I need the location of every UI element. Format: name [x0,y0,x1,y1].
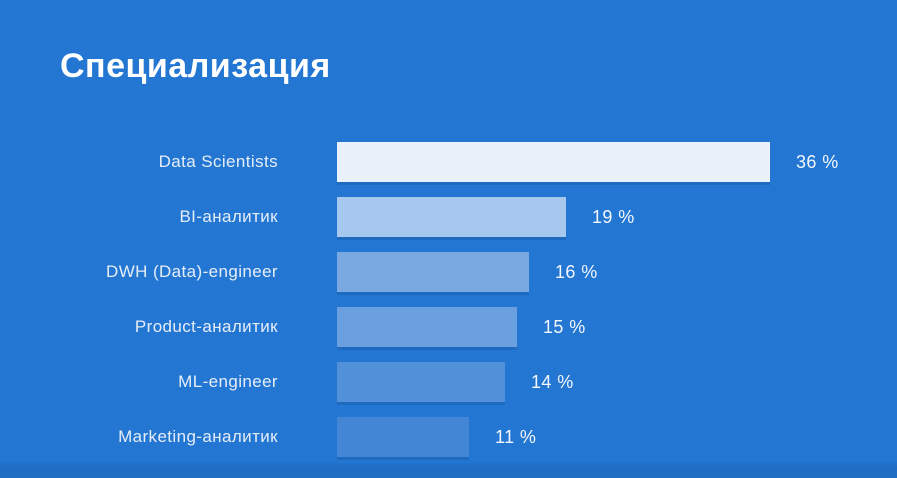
bar[interactable] [337,362,505,402]
bar-area: 36 % [337,142,839,182]
category-label: ML-engineer [178,372,278,391]
category-label: DWH (Data)-engineer [106,262,278,281]
category-label: Product-аналитик [134,317,278,336]
value-label: 11 % [495,426,537,447]
value-label: 15 % [543,316,586,337]
value-label: 14 % [531,371,574,392]
chart-title: Специализация [60,47,331,85]
bar[interactable] [337,197,566,237]
chart-row: DWH (Data)-engineer 16 % [0,252,897,292]
category-label: BI-аналитик [179,207,278,226]
bar-area: 19 % [337,197,635,237]
category-label: Marketing-аналитик [118,427,278,446]
value-label: 36 % [796,151,839,172]
chart-row: Data Scientists 36 % [0,142,897,182]
bar-area: 16 % [337,252,598,292]
chart-row: ML-engineer 14 % [0,362,897,402]
bar-chart: Data Scientists 36 % BI-аналитик 19 % DW… [0,142,897,472]
chart-row: BI-аналитик 19 % [0,197,897,237]
category-label: Data Scientists [158,152,278,171]
bar-area: 11 % [337,417,536,457]
bar[interactable] [337,252,529,292]
value-label: 19 % [592,206,635,227]
bar-area: 15 % [337,307,586,347]
chart-row: Marketing-аналитик 11 % [0,417,897,457]
bar[interactable] [337,142,770,182]
value-label: 16 % [555,261,598,282]
bar[interactable] [337,417,469,457]
bar-area: 14 % [337,362,574,402]
chart-row: Product-аналитик 15 % [0,307,897,347]
bar[interactable] [337,307,517,347]
